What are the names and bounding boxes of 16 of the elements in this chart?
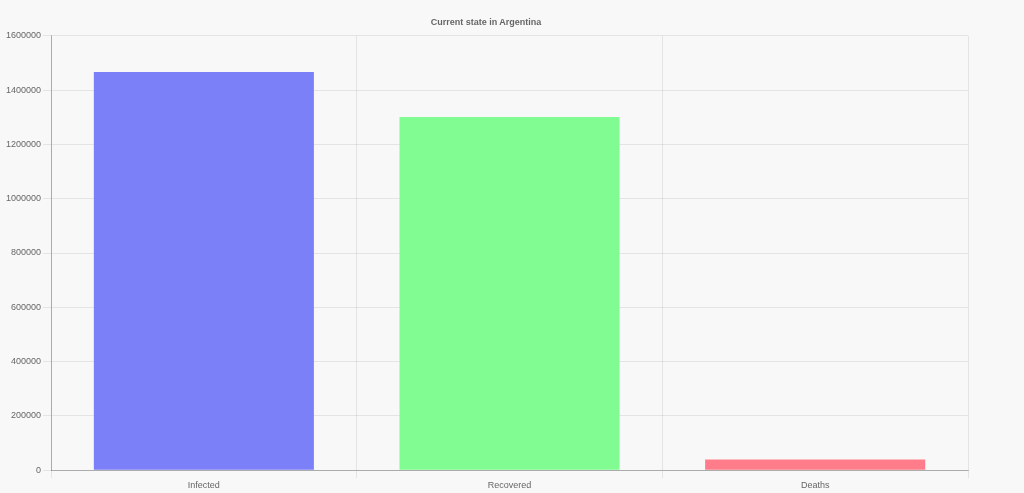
x-tick-label: Recovered [487,480,532,491]
y-tick-label: 200000 [10,410,42,421]
y-tick-label: 1000000 [5,193,42,204]
x-tick-label: Infected [187,480,220,491]
y-tick-label: 800000 [10,247,42,258]
y-tick-label: 0 [36,464,42,475]
bar [399,116,620,470]
y-tick-label: 600000 [10,301,42,312]
y-tick-label: 1600000 [5,30,42,41]
bar [705,459,926,470]
chart-title: Current state in Argentina [430,16,543,27]
y-tick-label: 400000 [10,356,42,367]
bar [93,71,314,470]
y-tick-label: 1200000 [5,138,42,149]
y-tick-label: 1400000 [5,84,42,95]
x-tick-label: Deaths [800,480,830,491]
